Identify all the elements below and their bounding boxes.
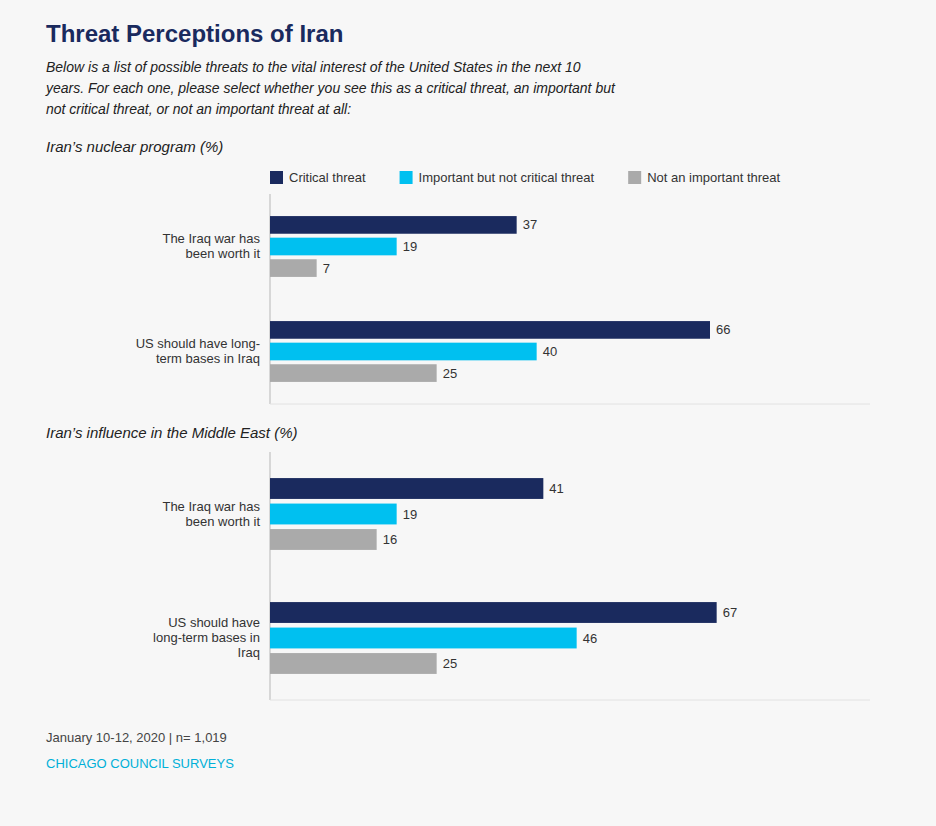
data-label: 7 — [323, 261, 330, 276]
bar — [270, 259, 317, 277]
subtitle: Below is a list of possible threats to t… — [45, 59, 616, 117]
bar — [270, 238, 397, 256]
category-label: The Iraq war hasbeen worth it — [162, 231, 260, 261]
bar — [270, 529, 377, 550]
bar — [270, 343, 537, 361]
source: CHICAGO COUNCIL SURVEYS — [46, 756, 234, 771]
legend-swatch — [270, 171, 283, 184]
legend-entry: Important but not critical threat — [419, 170, 595, 185]
legend-swatch — [400, 171, 413, 184]
text-line: been worth it — [186, 514, 261, 529]
section-title: Iran’s nuclear program (%) — [46, 138, 223, 155]
bars — [270, 216, 710, 382]
text-line: Below is a list of possible threats to t… — [46, 59, 581, 75]
legend-entry: Critical threat — [289, 170, 366, 185]
data-label: 41 — [549, 481, 563, 496]
labels: The Iraq war hasbeen worth it 41 19 16 US sh… — [153, 481, 737, 671]
category-label: US should havelong-term bases inIraq — [153, 615, 260, 660]
data-label: 40 — [543, 344, 557, 359]
bar — [270, 216, 517, 234]
text-line: Iraq — [238, 645, 260, 660]
data-label: 25 — [443, 366, 457, 381]
data-label: 19 — [403, 507, 417, 522]
footnote: January 10-12, 2020 | n= 1,019 — [46, 730, 227, 745]
data-label: 16 — [383, 532, 397, 547]
bar — [270, 478, 543, 499]
data-label: 37 — [523, 217, 537, 232]
text-line: US should have long- — [136, 336, 260, 351]
data-label: 67 — [723, 605, 737, 620]
text-line: not critical threat, or not an important… — [46, 101, 351, 117]
section-title: Iran’s influence in the Middle East (%) — [46, 424, 298, 441]
text-line: The Iraq war has — [162, 231, 260, 246]
labels: The Iraq war hasbeen worth it 37 19 7 US sho… — [136, 217, 731, 380]
bars — [270, 478, 717, 674]
x-range-line — [270, 404, 870, 405]
legend-swatch — [628, 171, 641, 184]
bar — [270, 628, 577, 649]
legend: Critical threat Important but not critica… — [270, 170, 781, 185]
title: Threat Perceptions of Iran — [46, 20, 343, 47]
bar — [270, 653, 437, 674]
text-line: years. For each one, please select wheth… — [45, 80, 616, 96]
chart-root: Threat Perceptions of Iran Below is a lis… — [0, 0, 936, 826]
legend-entry: Not an important threat — [647, 170, 780, 185]
data-label: 25 — [443, 656, 457, 671]
bar — [270, 602, 717, 623]
data-label: 66 — [716, 322, 730, 337]
bar — [270, 364, 437, 382]
bar — [270, 504, 397, 525]
text-line: been worth it — [186, 246, 261, 261]
data-label: 46 — [583, 631, 597, 646]
bar — [270, 321, 710, 339]
text-line: long-term bases in — [153, 630, 260, 645]
data-label: 19 — [403, 239, 417, 254]
text-line: The Iraq war has — [162, 499, 260, 514]
text-line: term bases in Iraq — [156, 351, 260, 366]
background — [0, 0, 936, 826]
text-line: US should have — [168, 615, 260, 630]
category-label: The Iraq war hasbeen worth it — [162, 499, 260, 529]
category-label: US should have long-term bases in Iraq — [136, 336, 260, 366]
x-range-line — [270, 700, 870, 701]
